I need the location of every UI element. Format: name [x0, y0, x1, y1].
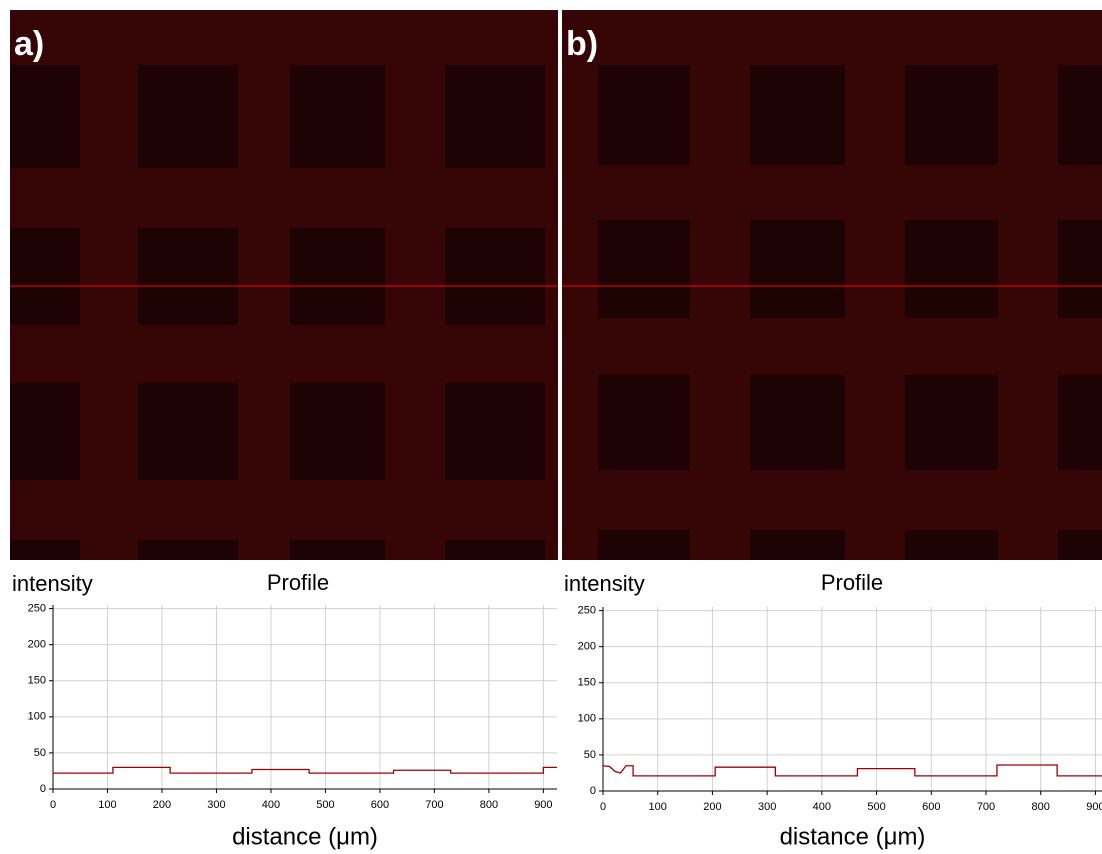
- x-tick-label: 300: [207, 799, 225, 811]
- dark-square: [1058, 530, 1102, 560]
- y-tick-label: 250: [578, 605, 596, 617]
- dark-square: [138, 228, 238, 325]
- x-tick-label: 800: [480, 799, 498, 811]
- dark-square: [905, 530, 998, 560]
- y-tick-label: 200: [578, 641, 596, 653]
- x-axis-label: distance (μm): [232, 823, 378, 850]
- y-tick-label: 0: [40, 783, 46, 795]
- dark-square: [290, 65, 385, 168]
- x-tick-label: 500: [316, 799, 334, 811]
- dark-square: [10, 540, 80, 560]
- x-tick-label: 400: [813, 801, 831, 813]
- dark-square: [1058, 65, 1102, 165]
- dark-square: [905, 220, 998, 318]
- dark-square: [598, 375, 690, 470]
- x-tick-label: 0: [600, 801, 606, 813]
- dark-square: [905, 375, 998, 470]
- y-tick-label: 200: [28, 639, 46, 651]
- dark-square: [290, 228, 385, 325]
- x-tick-label: 300: [758, 801, 776, 813]
- profile-line: [53, 766, 557, 774]
- profile-line: [602, 764, 1102, 777]
- dark-square: [138, 65, 238, 168]
- x-tick-label: 900: [534, 799, 552, 811]
- dark-square: [598, 220, 690, 318]
- x-axis-label: distance (μm): [780, 823, 926, 850]
- x-tick-label: 900: [1086, 801, 1102, 813]
- y-axis-label: intensity: [564, 571, 645, 596]
- x-tick-label: 600: [922, 801, 940, 813]
- dark-square: [598, 530, 690, 560]
- y-tick-label: 250: [28, 603, 46, 615]
- dark-square: [290, 540, 385, 560]
- dark-square: [1058, 220, 1102, 318]
- x-tick-label: 500: [867, 801, 885, 813]
- x-tick-label: 200: [703, 801, 721, 813]
- dark-square: [905, 65, 998, 165]
- dark-square: [750, 220, 845, 318]
- panel-label: b): [566, 25, 598, 63]
- x-tick-label: 400: [262, 799, 280, 811]
- dark-square: [750, 65, 845, 165]
- dark-square: [138, 383, 238, 480]
- x-tick-label: 100: [649, 801, 667, 813]
- dark-square: [138, 540, 238, 560]
- y-tick-label: 100: [28, 711, 46, 723]
- y-tick-label: 100: [578, 713, 596, 725]
- chart-title: Profile: [267, 570, 329, 595]
- x-tick-label: 200: [153, 799, 171, 811]
- x-tick-label: 0: [50, 799, 56, 811]
- dark-square: [445, 383, 545, 480]
- y-tick-label: 150: [578, 677, 596, 689]
- dark-square: [750, 375, 845, 470]
- dark-square: [598, 65, 690, 165]
- dark-square: [1058, 375, 1102, 470]
- x-tick-label: 100: [98, 799, 116, 811]
- x-tick-label: 700: [977, 801, 995, 813]
- dark-square: [750, 530, 845, 560]
- dark-square: [10, 228, 80, 325]
- chart-title: Profile: [821, 570, 883, 595]
- dark-square: [10, 383, 80, 480]
- x-tick-label: 700: [425, 799, 443, 811]
- y-tick-label: 50: [584, 749, 596, 761]
- y-tick-label: 150: [28, 675, 46, 687]
- dark-square: [290, 383, 385, 480]
- panel-label: a): [14, 25, 44, 63]
- y-axis-label: intensity: [12, 571, 93, 596]
- x-tick-label: 600: [371, 799, 389, 811]
- y-tick-label: 0: [590, 785, 596, 797]
- y-tick-label: 50: [34, 747, 46, 759]
- dark-square: [445, 65, 545, 168]
- dark-square: [445, 540, 545, 560]
- dark-square: [445, 228, 545, 325]
- x-tick-label: 800: [1032, 801, 1050, 813]
- dark-square: [10, 65, 80, 168]
